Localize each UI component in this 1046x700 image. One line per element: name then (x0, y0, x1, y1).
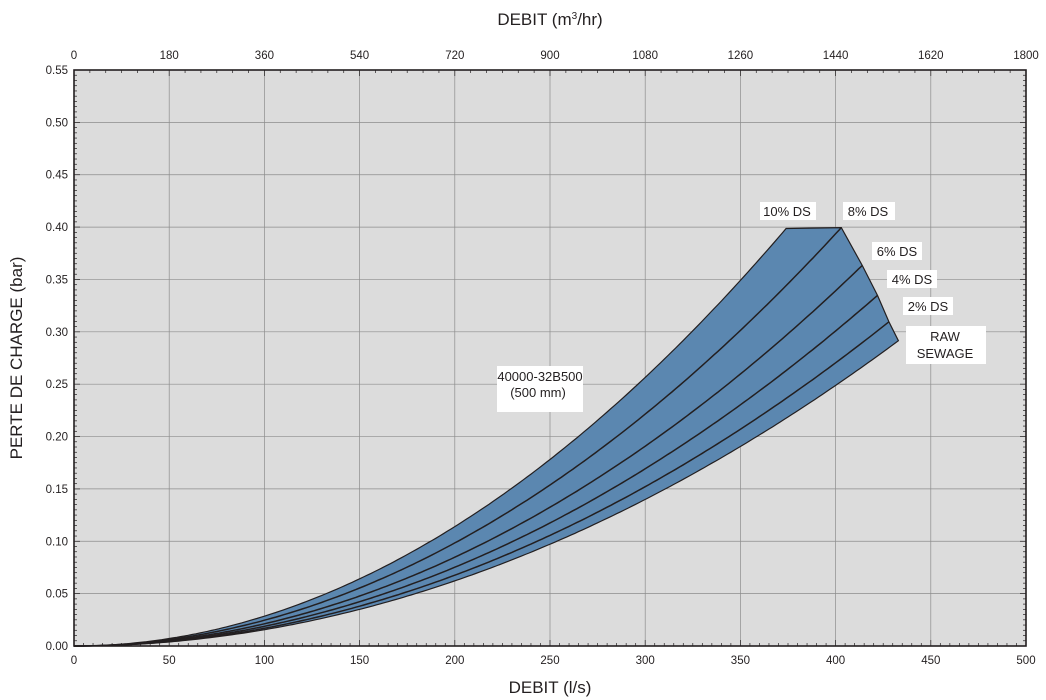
x2-axis-title: DEBIT (m3/hr) (497, 10, 602, 29)
series-label-4ds: 4% DS (892, 272, 933, 287)
label-backgrounds (497, 202, 986, 412)
series-label-sewage: SEWAGE (917, 346, 974, 361)
series-curve (74, 227, 842, 647)
y-tick-label: 0.20 (46, 432, 68, 444)
x-tick-label: 350 (731, 655, 750, 667)
label-background (843, 202, 895, 220)
label-background (760, 202, 816, 220)
series-curves (74, 227, 890, 647)
series-label-6ds: 6% DS (877, 244, 918, 259)
series-curve (74, 321, 890, 647)
model-label-line2: (500 mm) (510, 385, 566, 400)
y-tick-label: 0.05 (46, 589, 68, 601)
x2-tick-label: 180 (160, 50, 179, 62)
data-band (74, 226, 900, 647)
y-tick-label: 0.40 (46, 222, 68, 234)
series-label-8ds: 8% DS (848, 204, 889, 219)
x-tick-label: 300 (636, 655, 655, 667)
band-area (74, 226, 900, 647)
x2-tick-label: 1620 (918, 50, 944, 62)
x2-tick-label: 1260 (728, 50, 754, 62)
label-background (887, 270, 937, 288)
y-tick-label: 0.25 (46, 379, 68, 391)
series-label-10ds: 10% DS (763, 204, 811, 219)
y-tick-label: 0.10 (46, 536, 68, 548)
x-axis-title: DEBIT (l/s) (509, 678, 592, 697)
x2-tick-label: 540 (350, 50, 369, 62)
x-tick-label: 50 (163, 655, 176, 667)
series-curve (74, 294, 878, 647)
y-tick-label: 0.55 (46, 65, 68, 77)
tick-labels: 0 50 100 150 200 250 300 350 400 450 500 0 180 360 540… (46, 50, 1039, 667)
y-tick-label: 0.15 (46, 484, 68, 496)
x2-tick-label: 1800 (1013, 50, 1039, 62)
label-background (903, 297, 953, 315)
y-tick-label: 0.00 (46, 641, 68, 653)
x2-tick-label: 0 (71, 50, 77, 62)
y-tick-label: 0.45 (46, 170, 68, 182)
x2-tick-label: 1440 (823, 50, 849, 62)
x2-tick-label: 900 (540, 50, 559, 62)
x-tick-label: 250 (540, 655, 559, 667)
x-tick-label: 450 (921, 655, 940, 667)
series-label-raw: RAW (930, 329, 961, 344)
x-tick-label: 400 (826, 655, 845, 667)
x2-tick-label: 720 (445, 50, 464, 62)
label-background (906, 326, 986, 364)
y-tick-label: 0.30 (46, 327, 68, 339)
x-tick-label: 100 (255, 655, 274, 667)
model-label-line1: 40000-32B500 (497, 369, 582, 384)
x-tick-label: 0 (71, 655, 77, 667)
x-tick-label: 200 (445, 655, 464, 667)
series-label-2ds: 2% DS (908, 299, 949, 314)
y-tick-label: 0.35 (46, 274, 68, 286)
x2-tick-label: 360 (255, 50, 274, 62)
y-tick-label: 0.50 (46, 117, 68, 129)
x-tick-label: 150 (350, 655, 369, 667)
x2-tick-label: 1080 (632, 50, 658, 62)
label-background (872, 242, 922, 260)
label-background (497, 366, 583, 412)
x-tick-label: 500 (1016, 655, 1035, 667)
y-axis-title: PERTE DE CHARGE (bar) (7, 257, 26, 460)
minor-ticks (73, 69, 1027, 647)
series-curve (74, 264, 863, 647)
